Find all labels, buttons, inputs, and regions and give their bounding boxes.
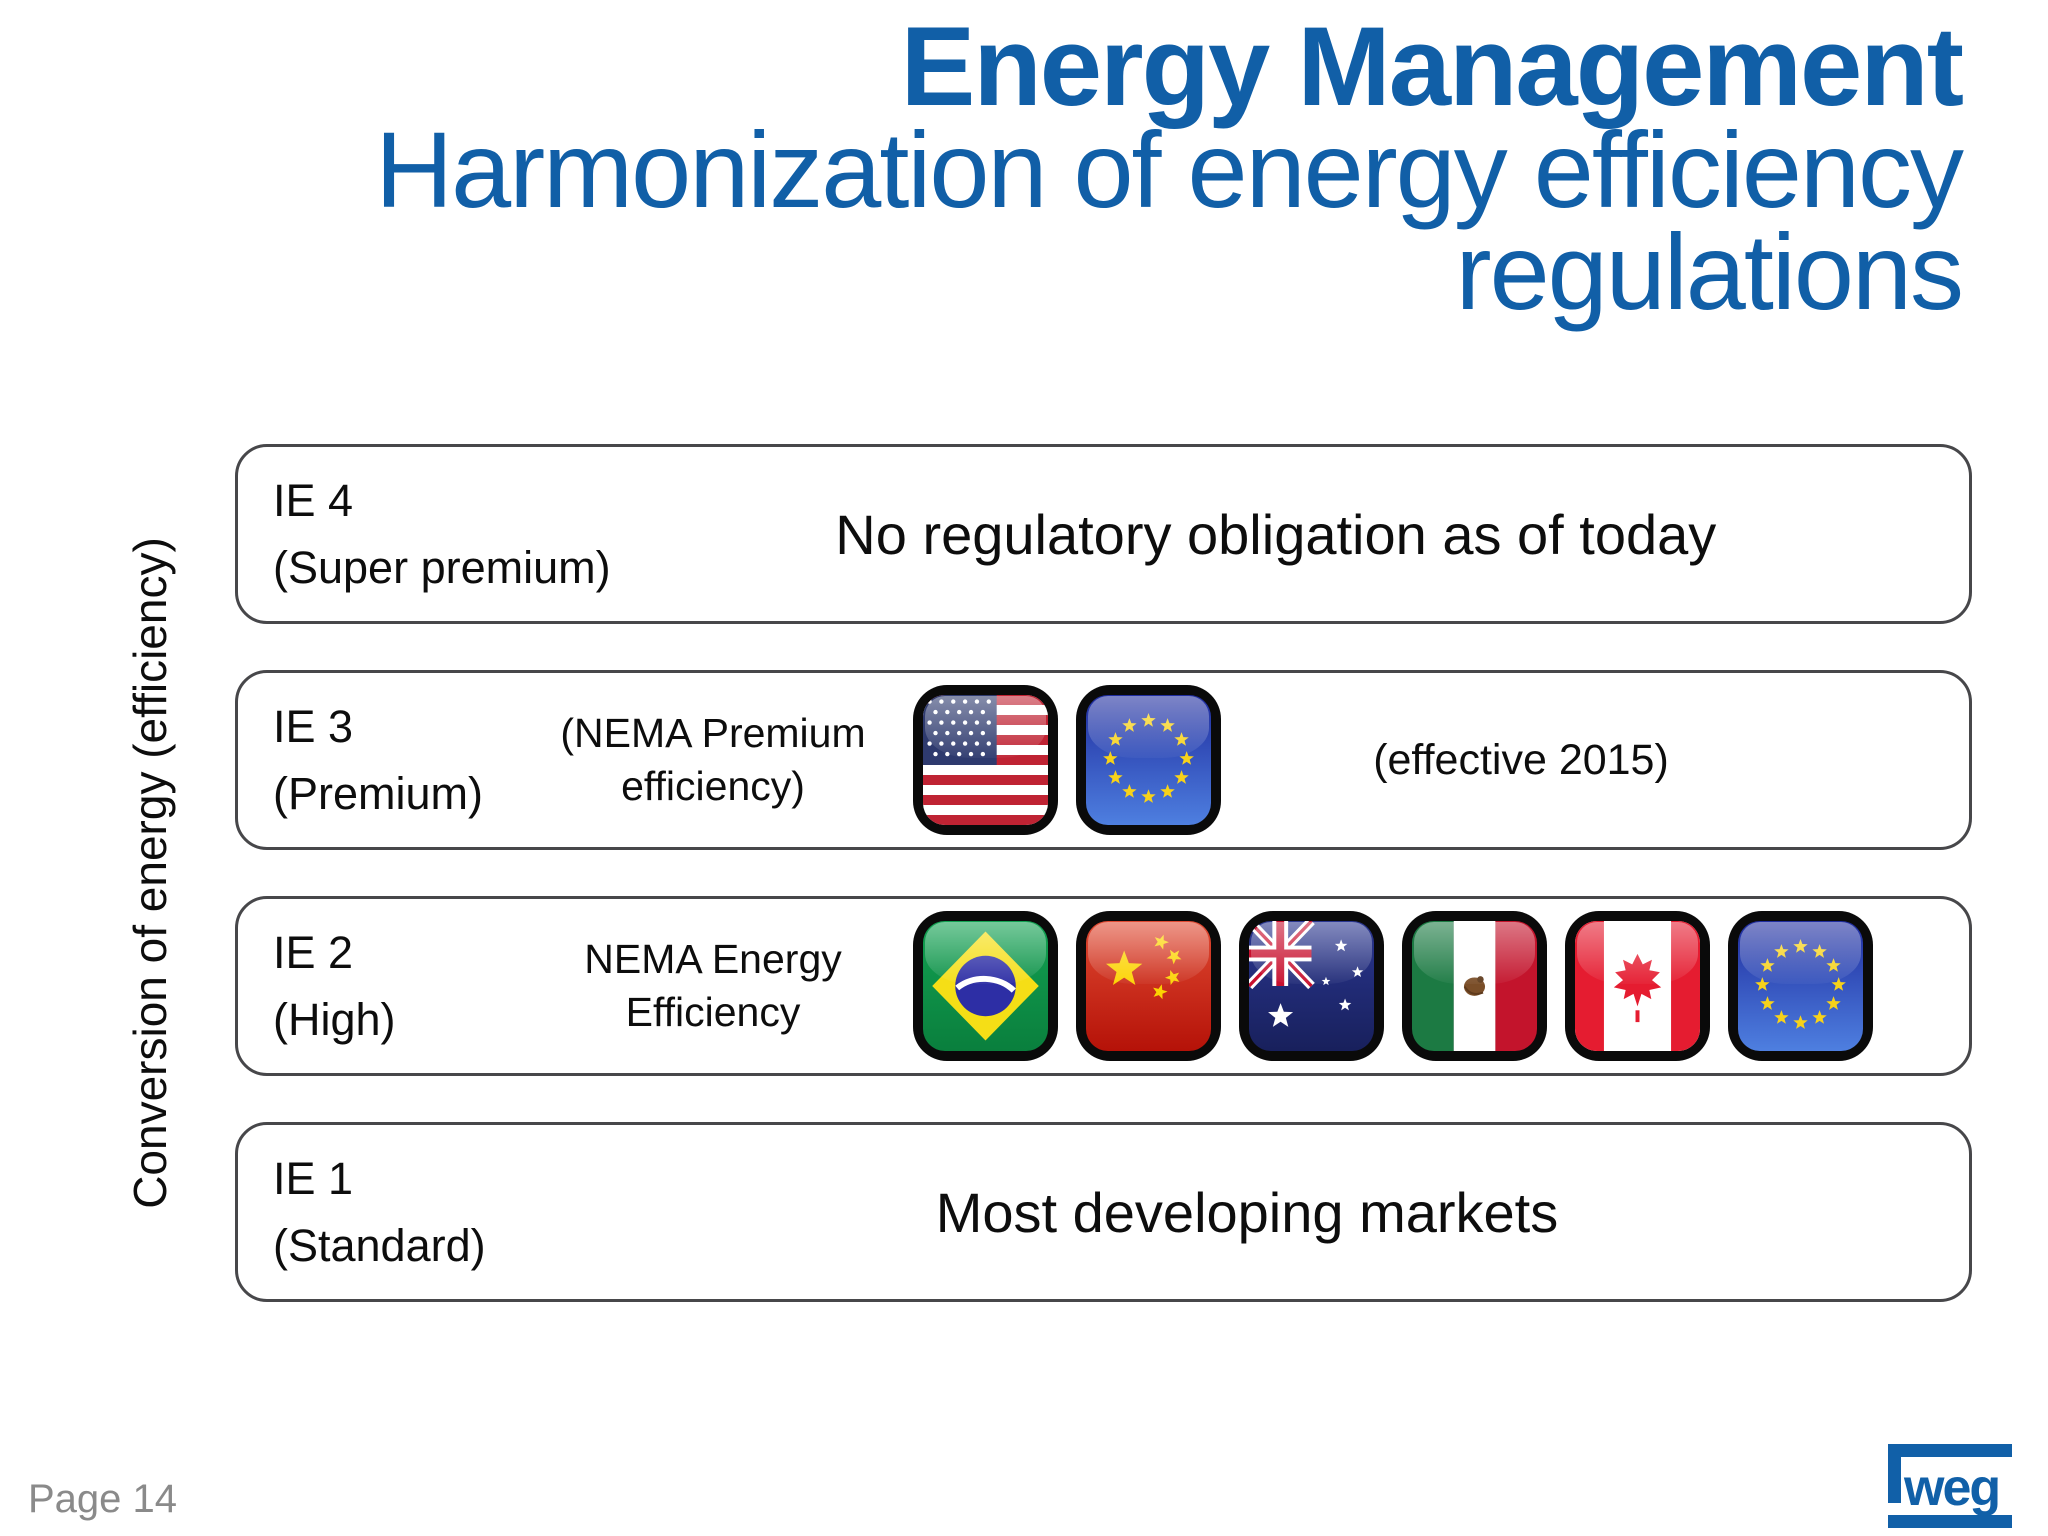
row-side-text: (effective 2015) <box>1373 735 1669 784</box>
row-center-text: No regulatory obligation as of today <box>835 502 1717 566</box>
row-level-name: (Standard) <box>273 1220 486 1271</box>
row-note-text: (NEMA Premium efficiency) <box>560 709 866 809</box>
row-label: IE 4 (Super premium) <box>273 467 611 602</box>
page-number: Page 14 <box>28 1477 178 1521</box>
canada-flag-icon <box>1565 911 1710 1061</box>
row-note-text: NEMA Energy Efficiency <box>584 935 842 1035</box>
row-level: IE 3 <box>273 700 354 752</box>
efficiency-row-ie2: IE 2 (High) NEMA Energy Efficiency <box>235 896 1972 1076</box>
eu-flag-icon <box>1076 685 1221 835</box>
flag-strip <box>913 685 1221 835</box>
row-label: IE 2 (High) <box>273 919 553 1054</box>
efficiency-row-ie4: IE 4 (Super premium) No regulatory oblig… <box>235 444 1972 624</box>
row-level: IE 4 <box>273 474 354 526</box>
mexico-flag-icon <box>1402 911 1547 1061</box>
brazil-flag-icon <box>913 911 1058 1061</box>
row-label: IE 3 (Premium) <box>273 693 553 828</box>
row-label: IE 1 (Standard) <box>273 1145 553 1280</box>
weg-logo: weg <box>1888 1444 2012 1528</box>
row-level-name: (High) <box>273 994 396 1045</box>
axis-label: Conversion of energy (efficiency) <box>124 537 176 1209</box>
row-level: IE 1 <box>273 1152 354 1204</box>
efficiency-row-ie3: IE 3 (Premium) (NEMA Premium efficiency)… <box>235 670 1972 850</box>
page-subtitle-line1: Harmonization of energy efficiency <box>375 109 1964 231</box>
usa-flag-icon <box>913 685 1058 835</box>
row-level-name: (Premium) <box>273 768 483 819</box>
flag-strip <box>913 911 1873 1061</box>
efficiency-row-ie1: IE 1 (Standard) Most developing markets <box>235 1122 1972 1302</box>
efficiency-levels: IE 4 (Super premium) No regulatory oblig… <box>235 444 1972 1302</box>
page-subtitle-line2: regulations <box>1455 210 1964 332</box>
australia-flag-icon <box>1239 911 1384 1061</box>
china-flag-icon <box>1076 911 1221 1061</box>
weg-logo-text: weg <box>1903 1459 1999 1517</box>
row-level: IE 2 <box>273 926 354 978</box>
row-center-text: Most developing markets <box>935 1180 1559 1244</box>
row-level-name: (Super premium) <box>273 542 611 593</box>
page-title: Energy Management <box>900 4 1964 129</box>
slide-title: Energy Management Harmonization of energ… <box>375 4 1964 332</box>
eu-flag-icon <box>1728 911 1873 1061</box>
